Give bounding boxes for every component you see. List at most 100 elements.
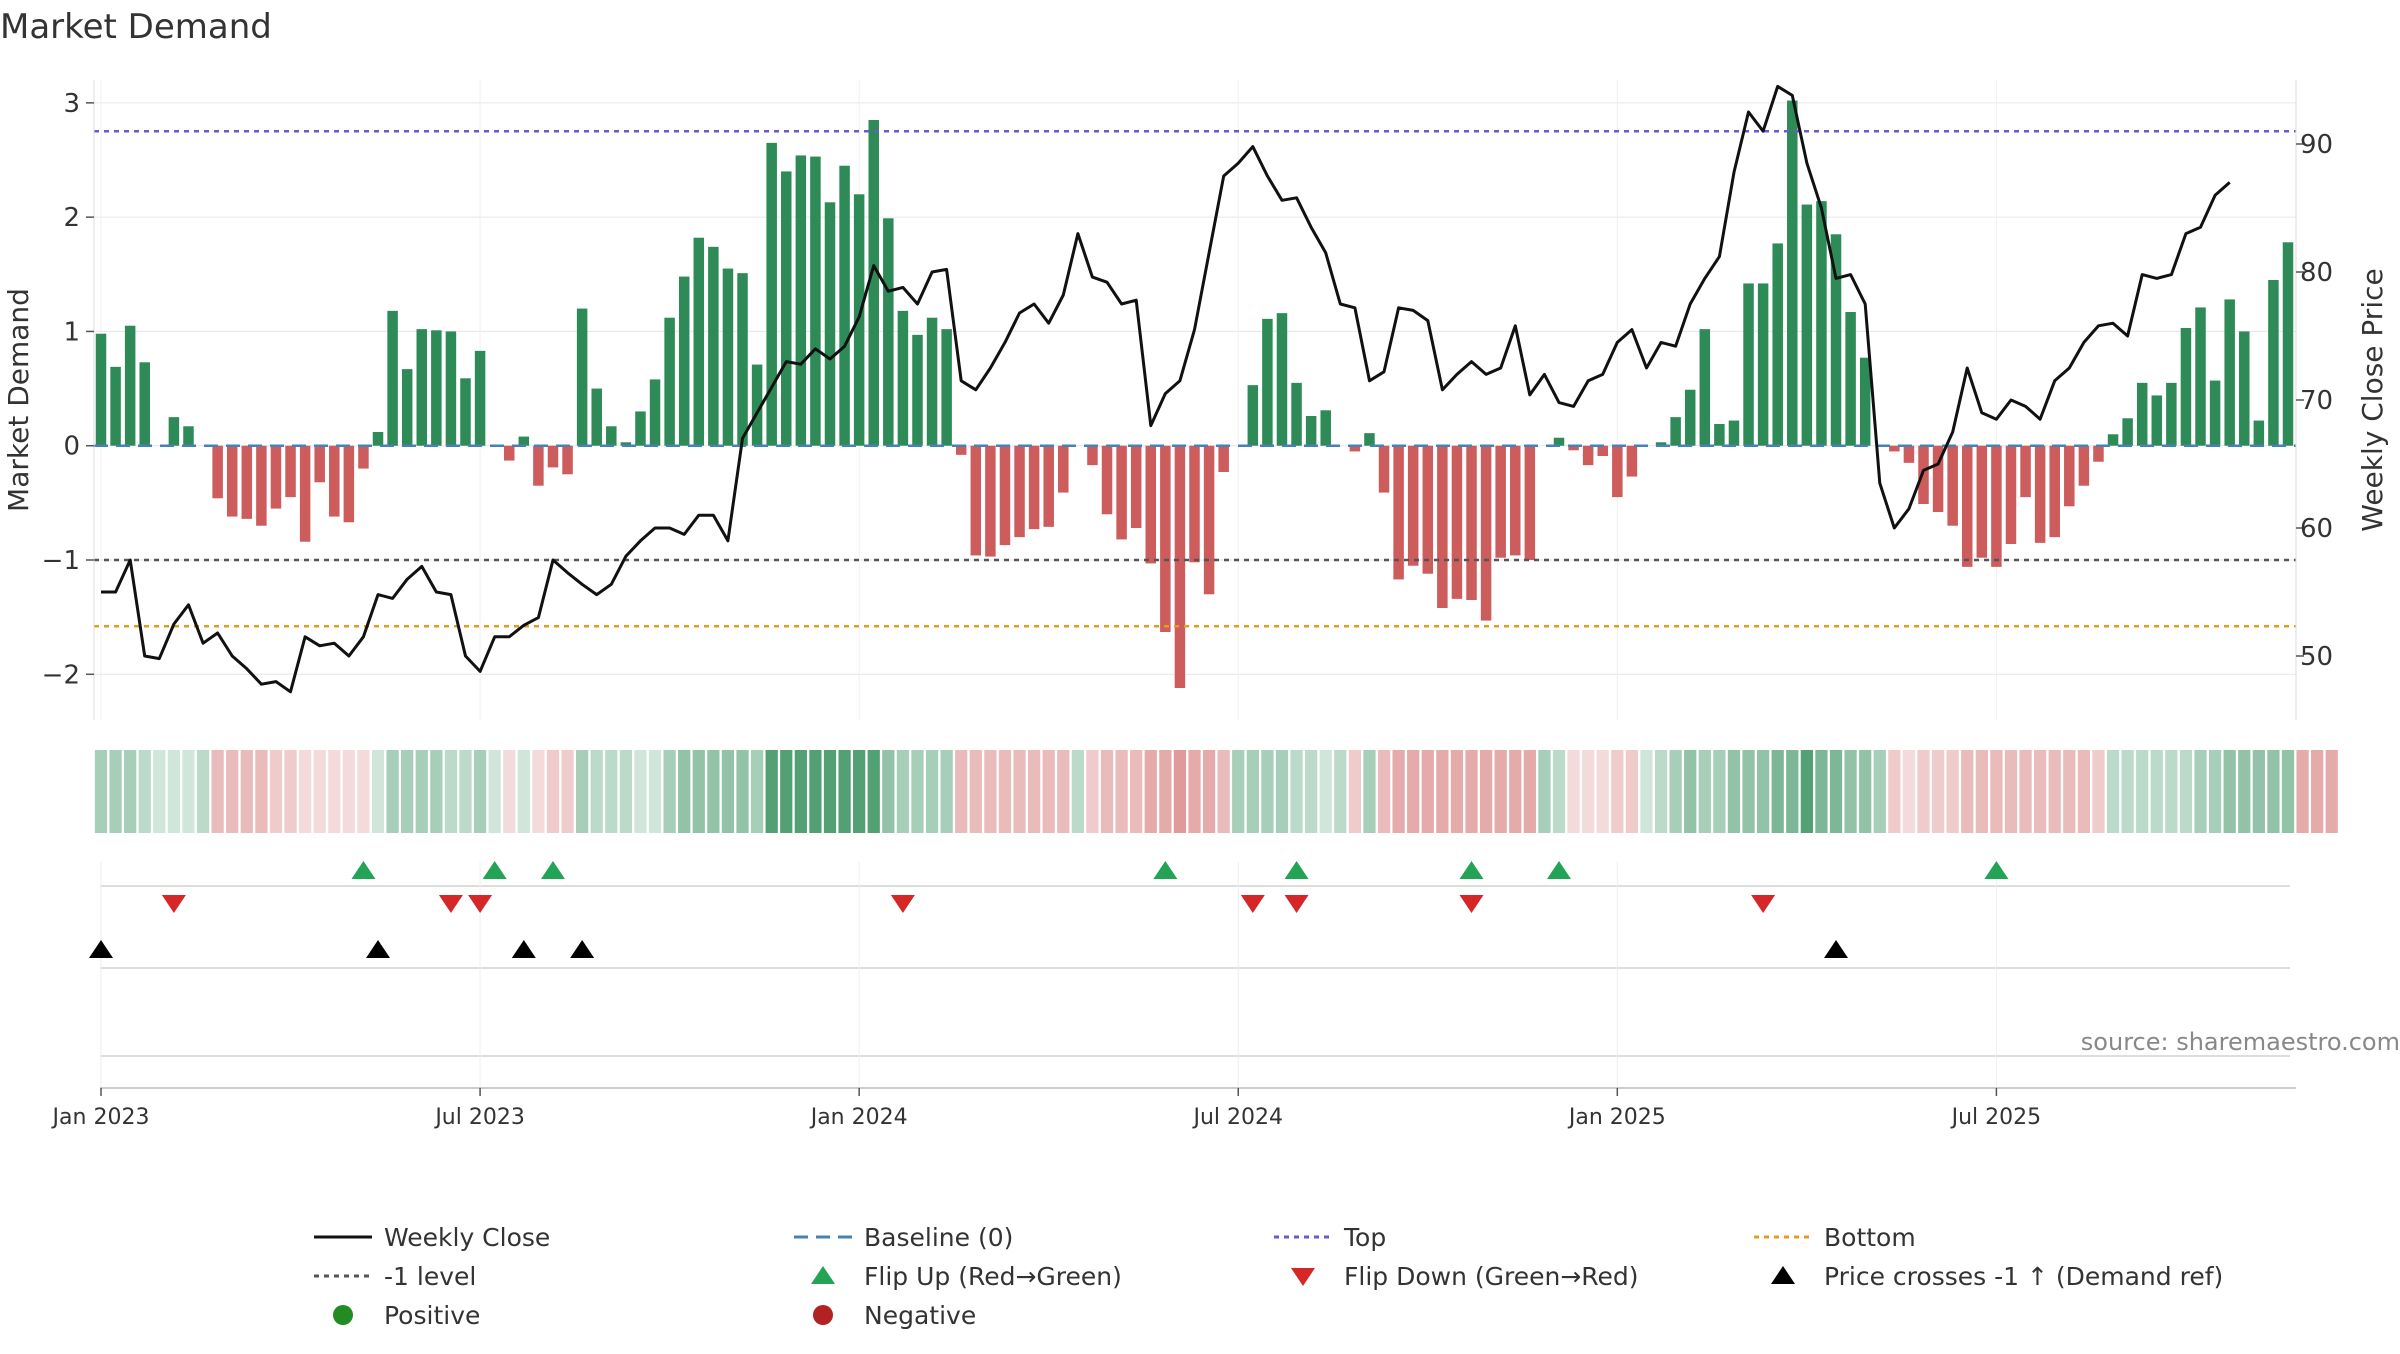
positive-bar <box>139 362 150 446</box>
positive-bar <box>2180 328 2192 446</box>
negative-bar <box>329 445 340 517</box>
negative-bar <box>1058 445 1069 493</box>
positive-bar <box>1743 283 1754 446</box>
positive-bar <box>124 325 136 446</box>
legend-weekly-close-label: Weekly Close <box>384 1223 550 1252</box>
negative-bar <box>1612 445 1623 498</box>
negative-bar <box>2049 445 2060 538</box>
positive-bar <box>2151 395 2163 446</box>
negative-bar <box>1889 445 1900 452</box>
heat-strip-cell <box>2194 750 2207 833</box>
heat-strip-cell <box>182 750 195 833</box>
positive-bar <box>737 273 748 446</box>
heat-strip-cell <box>1232 750 1245 833</box>
heat-strip-cell <box>1829 750 1843 833</box>
y-right-tick-label: 90 <box>2300 130 2333 160</box>
heat-strip-cell <box>940 750 953 833</box>
positive-bar <box>2239 331 2250 446</box>
heat-strip-cell <box>1246 750 1259 833</box>
heat-strip-cell <box>1756 750 1770 833</box>
heat-strip-cell <box>1946 750 1959 833</box>
negative-bar <box>1903 445 1915 463</box>
heat-strip-cell <box>969 750 982 833</box>
heat-strip-cell <box>1611 750 1624 833</box>
heat-strip-cell <box>1654 750 1668 833</box>
flip-up-marker <box>482 861 507 879</box>
flip-down-marker <box>890 895 915 913</box>
negative-bar <box>955 445 967 455</box>
negative-bar <box>343 445 355 523</box>
price-cross-marker <box>89 940 113 958</box>
positive-bar <box>664 317 675 446</box>
negative-bar <box>1991 445 2002 567</box>
heat-strip-cell <box>1115 750 1128 833</box>
positive-bar <box>810 156 821 446</box>
positive-bar <box>1699 329 1711 446</box>
positive-bar <box>722 268 734 446</box>
x-tick-label: Jul 2025 <box>1950 1105 2042 1130</box>
legend-positive-label: Positive <box>384 1301 480 1330</box>
heat-strip-cell <box>1261 750 1274 833</box>
heat-strip-cell <box>2252 750 2265 833</box>
negative-bar <box>226 445 238 517</box>
positive-bar <box>1670 417 1681 446</box>
positive-bar <box>474 350 486 446</box>
heat-strip-cell <box>809 750 822 833</box>
heat-strip-cell <box>1217 750 1230 833</box>
heat-strip-cell <box>1027 750 1041 833</box>
negative-bar <box>1976 445 1988 558</box>
negative-bar <box>1087 445 1098 466</box>
negative-bar <box>1378 445 1390 493</box>
positive-bar <box>824 202 836 446</box>
heat-strip-cell <box>765 750 778 833</box>
heat-strip-cell <box>240 750 253 833</box>
negative-bar <box>1437 445 1448 608</box>
flip-up-marker <box>1459 861 1484 879</box>
negative-bar <box>1203 445 1215 595</box>
positive-bar <box>1262 318 1273 446</box>
heat-strip-cell <box>1800 750 1813 833</box>
demand-bars <box>95 100 2294 688</box>
heat-strip-cell <box>153 750 166 833</box>
legend-flip-up-label: Flip Up (Red→Green) <box>864 1262 1122 1291</box>
positive-bar <box>2282 242 2294 446</box>
legend-negative-swatch <box>813 1305 833 1325</box>
positive-bar <box>926 317 938 446</box>
positive-bar <box>1787 100 1798 446</box>
heat-strip-cell <box>1902 750 1916 833</box>
y-right-tick-label: 60 <box>2300 514 2333 544</box>
heat-strip-cell <box>561 750 574 833</box>
positive-bar <box>372 432 384 446</box>
heat-strip-cell <box>838 750 851 833</box>
heat-strip-cell <box>1173 750 1187 833</box>
flip-down-marker <box>1240 895 1265 913</box>
heat-strip-cell <box>721 750 735 833</box>
flip-up-marker <box>540 861 565 879</box>
negative-bar <box>1918 445 1929 504</box>
heat-strip-cell <box>269 750 283 833</box>
heat-strip-cell <box>2165 750 2178 833</box>
flip-up-marker <box>1984 861 2009 879</box>
positive-bar <box>110 366 121 446</box>
heat-strip-cell <box>955 750 968 833</box>
negative-bar <box>358 445 369 469</box>
positive-bar <box>518 436 530 446</box>
legend: Weekly Close Baseline (0) Top Bottom -1 leve… <box>314 1223 2223 1330</box>
heat-strip-cell <box>2063 750 2076 833</box>
legend-minus-one-level-label: -1 level <box>384 1262 476 1291</box>
heat-strip-cell <box>1509 750 1522 833</box>
heat-strip-cell <box>925 750 939 833</box>
heat-strip-cell <box>1713 750 1726 833</box>
positive-bar <box>445 331 457 446</box>
heat-strip-cell <box>357 750 370 833</box>
legend-flip-up-swatch <box>811 1266 835 1284</box>
positive-bar <box>576 308 588 446</box>
heat-strip-cell <box>605 750 618 833</box>
heat-strip-cell <box>1523 750 1536 833</box>
heat-strip-cell <box>1844 750 1857 833</box>
heat-strip-cell <box>328 750 341 833</box>
negative-bar <box>241 445 253 519</box>
heat-strip-cell <box>736 750 749 833</box>
heat-strip-cell <box>867 750 880 833</box>
